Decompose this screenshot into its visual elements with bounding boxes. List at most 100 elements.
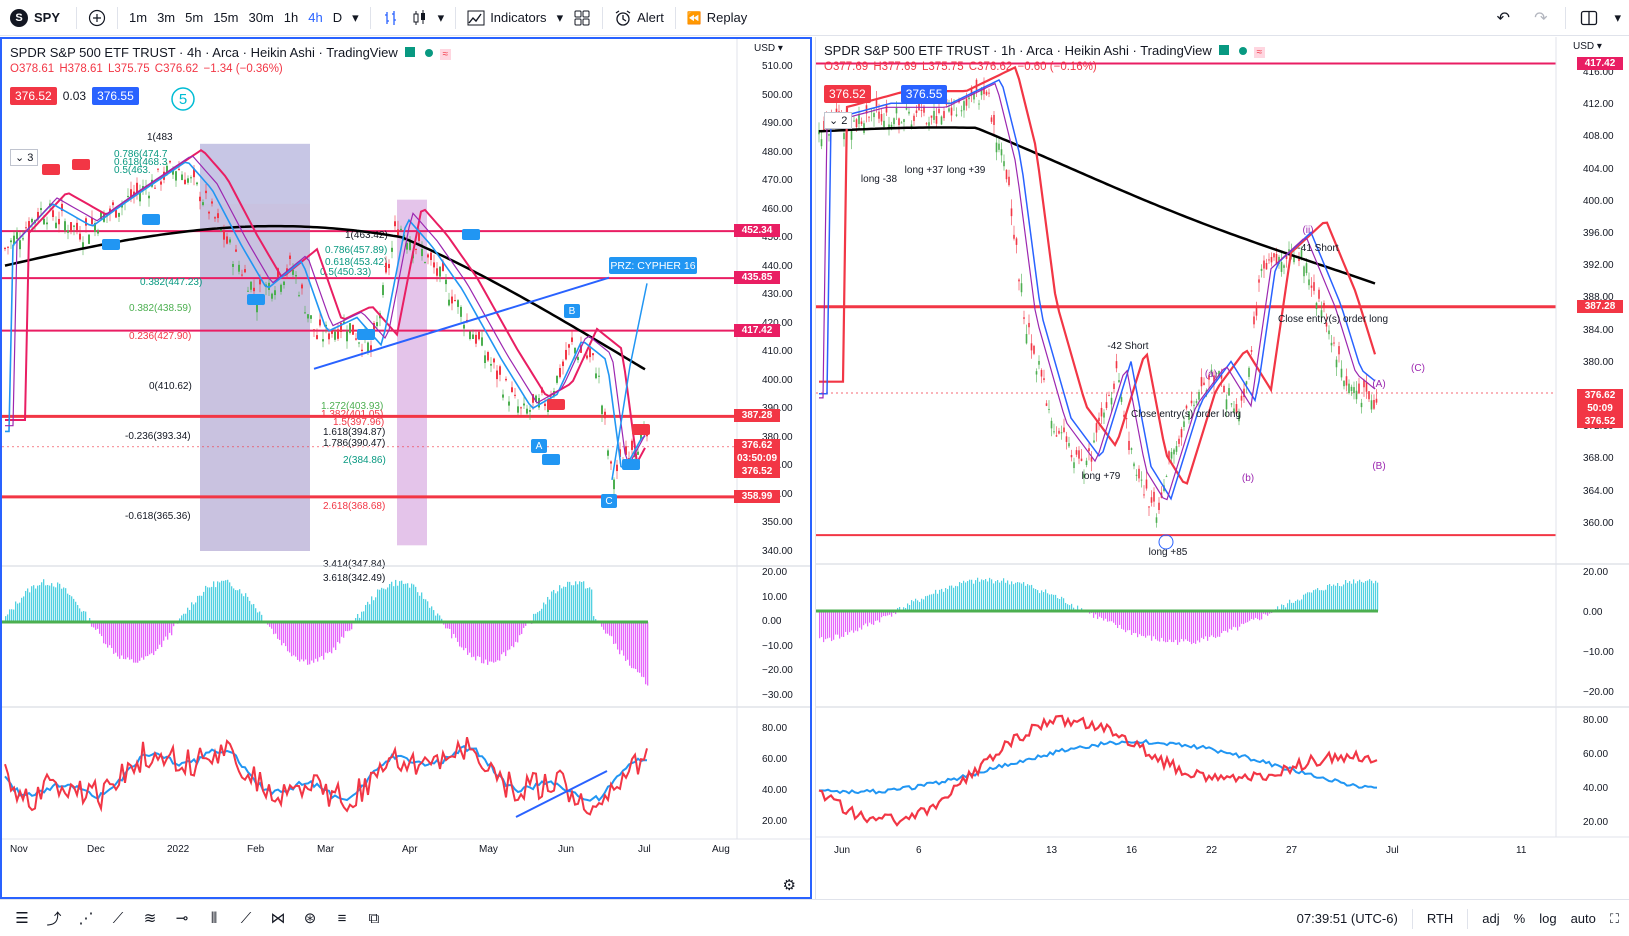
last-price-tag: 376.62	[1577, 389, 1623, 402]
interval-4h[interactable]: 4h	[308, 10, 323, 25]
candle-body	[22, 238, 24, 240]
left-ohlc: O378.61 H378.61 L375.75 C376.62 −1.34 (−…	[10, 63, 283, 75]
interval-3m[interactable]: 3m	[157, 10, 176, 25]
oscillator-bar	[1231, 611, 1233, 630]
left-chart-canvas[interactable]: 1(483 0.786(474.70.618(468.30.5(463. 0.382…	[2, 39, 810, 897]
oscillator-bar	[1159, 611, 1161, 642]
right-collapse-indicators[interactable]: ⌄ 2	[824, 112, 853, 129]
oscillator-bar	[451, 622, 453, 639]
redo-icon[interactable]: ↷	[1534, 10, 1548, 27]
right-eye-icon[interactable]	[1219, 45, 1230, 55]
left-wave-icon[interactable]: ≈	[439, 49, 452, 60]
indicators-button[interactable]: Indicators	[462, 4, 551, 32]
ray-icon[interactable]: ⟋	[240, 909, 252, 927]
session-button[interactable]: RTH	[1426, 911, 1454, 926]
left-visibility-icon[interactable]	[425, 49, 433, 57]
measure-icon[interactable]: ⧉	[368, 909, 380, 927]
oscillator-bar	[1193, 611, 1195, 643]
left-currency-label[interactable]: USD ▾	[754, 43, 783, 54]
interval-1m[interactable]: 1m	[129, 10, 148, 25]
left-eye-icon[interactable]	[405, 47, 416, 57]
oscillator-bar	[213, 581, 215, 622]
candle-body	[382, 285, 384, 296]
candle-body	[448, 299, 450, 306]
interval-5m[interactable]: 5m	[185, 10, 204, 25]
gann-tools-icon[interactable]: ≋	[143, 910, 157, 927]
price-axis-label: 412.00	[1583, 99, 1614, 111]
oscillator-bar	[823, 611, 825, 643]
candle-body	[160, 181, 162, 185]
interval-dropdown-icon[interactable]: ▾	[352, 9, 359, 25]
chart-style-dropdown-icon[interactable]: ▾	[437, 9, 445, 25]
candle-body	[598, 375, 600, 377]
layout-icon[interactable]	[1572, 4, 1606, 32]
alert-button[interactable]: Alert	[609, 4, 669, 32]
right-wave-icon[interactable]: ≈	[1253, 47, 1266, 58]
symbol-search[interactable]: S SPY	[0, 8, 70, 27]
xabcd-pattern-icon[interactable]: ⋈	[270, 910, 286, 927]
right-chart-canvas[interactable]: long -38 long +37 long +39 -42 Short Close e…	[816, 37, 1629, 899]
right-visibility-icon[interactable]	[1239, 47, 1247, 55]
oscillator-bar	[183, 613, 185, 622]
compare-add-icon[interactable]	[83, 4, 111, 32]
horizontal-line-icon[interactable]: ⊸	[175, 910, 189, 927]
right-bid-price[interactable]: 376.52	[824, 85, 871, 103]
candle-body	[1000, 149, 1003, 156]
interval-15m[interactable]: 15m	[213, 10, 239, 25]
oscillator-bar	[235, 590, 237, 622]
pattern-tools-icon[interactable]: ⟋	[112, 909, 124, 927]
menu-lines-icon[interactable]: ☰	[15, 910, 29, 927]
candle-body	[1318, 289, 1320, 299]
oscillator-bar	[499, 622, 501, 661]
left-settings-gear-icon[interactable]: ⚙	[782, 877, 796, 894]
fib-tools-icon[interactable]: ⋰	[78, 910, 94, 927]
trend-tools-icon[interactable]: ⤴	[46, 910, 62, 928]
oscillator-bar	[453, 622, 455, 635]
oscillator-bar	[71, 596, 73, 622]
candle-body	[828, 134, 830, 136]
clock-display[interactable]: 07:39:51 (UTC-6)	[1296, 911, 1398, 926]
layout-dropdown-icon[interactable]: ▾	[1614, 10, 1621, 25]
log-toggle[interactable]: log	[1539, 911, 1557, 926]
replay-button[interactable]: ⏪ Replay	[682, 4, 752, 32]
interval-1h[interactable]: 1h	[283, 10, 299, 25]
candle-body	[169, 161, 171, 163]
candle-body	[208, 211, 210, 214]
adj-toggle[interactable]: adj	[1482, 911, 1500, 926]
oscillator-bar	[41, 582, 43, 622]
candle-body	[310, 315, 312, 319]
indicators-dropdown-icon[interactable]: ▾	[556, 9, 564, 25]
candle-style-icon[interactable]	[405, 4, 433, 32]
interval-D[interactable]: D	[332, 10, 343, 25]
candle-body	[244, 269, 246, 273]
oscillator-bar	[339, 622, 341, 644]
undo-icon[interactable]: ↶	[1496, 10, 1511, 27]
right-ask-price[interactable]: 376.55	[900, 85, 948, 103]
left-bid-price[interactable]: 376.52	[10, 87, 57, 105]
candle-body	[1175, 446, 1178, 452]
left-ask-price[interactable]: 376.55	[92, 87, 139, 105]
right-currency-label[interactable]: USD ▾	[1573, 41, 1602, 52]
interval-30m[interactable]: 30m	[248, 10, 274, 25]
oscillator-bar	[173, 622, 175, 627]
oscillator-bar	[875, 611, 877, 621]
fib-label: 0.382(438.59)	[129, 303, 191, 314]
auto-toggle[interactable]: auto	[1570, 911, 1596, 926]
oscillator-bar	[67, 593, 69, 622]
oscillator-bar	[1033, 588, 1035, 611]
vertical-lines-icon[interactable]: ⦀	[210, 909, 218, 927]
percent-toggle[interactable]: %	[1513, 911, 1526, 926]
oscillator-bar	[119, 622, 121, 659]
fullscreen-icon[interactable]: ⛶	[1609, 910, 1619, 926]
right-chart-pane[interactable]: long -38 long +37 long +39 -42 Short Close e…	[815, 37, 1629, 899]
left-collapse-indicators[interactable]: ⌄ 3	[10, 149, 39, 166]
left-bid-ask[interactable]: 376.52 0.03 376.55	[10, 87, 139, 105]
left-chart-pane[interactable]: 1(483 0.786(474.7 0.618(468.3 0.5(463. 0.382…	[0, 37, 812, 899]
candle-body	[523, 403, 525, 406]
templates-icon[interactable]	[568, 4, 596, 32]
right-bid-ask[interactable]: 376.52 376.55	[824, 85, 948, 103]
cycle-icon[interactable]: ⊛	[303, 910, 317, 927]
channel-icon[interactable]: ≡	[337, 909, 347, 927]
bar-style-icon[interactable]	[377, 4, 405, 32]
oscillator-bar	[621, 622, 623, 651]
